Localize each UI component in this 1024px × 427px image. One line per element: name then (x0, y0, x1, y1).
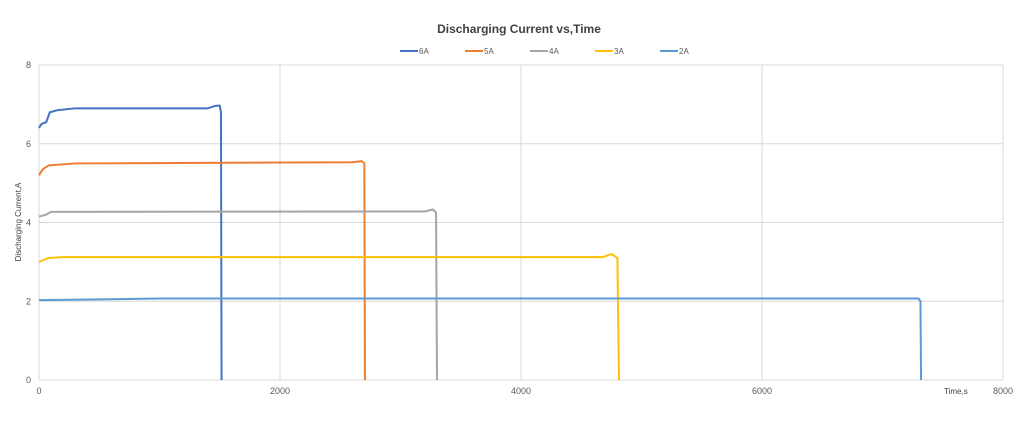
legend-label: 6A (419, 47, 429, 56)
y-axis-label: Discharging Current,A (14, 182, 23, 261)
series-line-6A (38, 104, 223, 381)
x-tick-label: 6000 (752, 386, 772, 396)
x-axis-label: Time,s (944, 387, 968, 396)
legend-item-2A: 2A (660, 47, 689, 56)
y-tick-label: 2 (26, 296, 31, 306)
legend: 6A 5A 4A 3A 2A (400, 47, 689, 56)
x-tick-labels: 0 2000 4000 6000 8000 (36, 386, 1013, 396)
legend-item-4A: 4A (530, 47, 559, 56)
y-tick-label: 8 (26, 60, 31, 70)
series-line-5A (38, 160, 366, 381)
chart-title: Discharging Current vs,Time (437, 22, 601, 36)
x-tick-label: 2000 (270, 386, 290, 396)
y-tick-label: 4 (26, 218, 31, 228)
series-line-2A (38, 297, 923, 381)
gridlines (38, 64, 1004, 381)
y-tick-label: 0 (26, 375, 31, 385)
legend-item-5A: 5A (465, 47, 494, 56)
legend-label: 3A (614, 47, 624, 56)
series-line-3A (38, 253, 620, 381)
legend-label: 2A (679, 47, 689, 56)
x-tick-label: 4000 (511, 386, 531, 396)
y-tick-label: 6 (26, 139, 31, 149)
y-tick-labels: 0 2 4 6 8 (26, 60, 31, 385)
x-tick-label: 8000 (993, 386, 1013, 396)
legend-item-3A: 3A (595, 47, 624, 56)
legend-item-6A: 6A (400, 47, 429, 56)
x-tick-label: 0 (36, 386, 41, 396)
series-line-4A (38, 208, 439, 381)
series-lines (38, 104, 923, 381)
legend-label: 5A (484, 47, 494, 56)
legend-label: 4A (549, 47, 559, 56)
